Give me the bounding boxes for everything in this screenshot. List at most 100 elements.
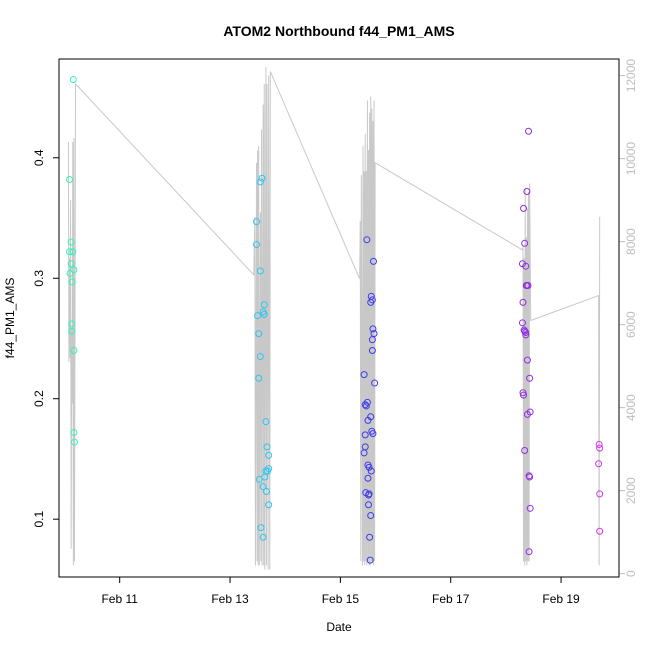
data-point xyxy=(524,281,532,289)
plot-frame xyxy=(58,58,620,578)
data-point xyxy=(526,473,534,481)
data-point xyxy=(596,490,604,498)
data-point xyxy=(263,443,271,451)
data-point xyxy=(518,319,526,327)
data-point xyxy=(364,474,372,482)
data-point xyxy=(259,533,267,541)
data-point xyxy=(522,328,530,336)
data-point xyxy=(70,428,78,436)
x-tick-label: Feb 19 xyxy=(542,592,580,606)
data-point xyxy=(361,431,369,439)
data-point xyxy=(70,266,78,274)
chart-title: ATOM2 Northbound f44_PM1_AMS xyxy=(223,23,454,39)
data-point xyxy=(519,298,527,306)
data-point xyxy=(363,236,371,244)
data-point xyxy=(65,248,73,256)
data-point xyxy=(360,371,368,379)
data-point xyxy=(255,374,263,382)
data-point xyxy=(523,356,531,364)
data-point xyxy=(595,460,603,468)
data-point xyxy=(256,267,264,275)
data-point xyxy=(253,241,261,249)
data-point xyxy=(67,238,75,246)
data-point xyxy=(361,401,369,409)
data-point xyxy=(523,188,531,196)
x-axis-label: Date xyxy=(326,620,352,634)
data-point xyxy=(370,330,378,338)
data-point xyxy=(255,330,263,338)
data-point xyxy=(369,325,377,333)
data-point xyxy=(69,248,77,256)
data-point xyxy=(369,430,377,438)
data-point xyxy=(265,501,273,509)
x-tick-label: Feb 17 xyxy=(432,592,470,606)
data-point xyxy=(69,75,77,83)
data-point xyxy=(66,269,74,277)
data-point xyxy=(526,374,534,382)
data-point xyxy=(365,490,373,498)
data-point xyxy=(596,444,604,452)
data-point xyxy=(520,391,528,399)
data-point xyxy=(366,556,374,564)
data-point xyxy=(68,320,76,328)
data-point xyxy=(525,127,533,135)
data-point xyxy=(65,175,73,183)
data-point xyxy=(522,331,530,339)
data-point xyxy=(521,447,529,455)
data-point xyxy=(253,218,261,226)
data-point xyxy=(260,310,268,318)
data-point xyxy=(257,524,265,532)
data-point xyxy=(70,438,78,446)
data-point xyxy=(369,257,377,265)
x-tick-label: Feb 13 xyxy=(211,592,249,606)
data-point xyxy=(526,504,534,512)
data-point xyxy=(363,398,371,406)
data-point xyxy=(361,443,369,451)
data-point xyxy=(521,239,529,247)
data-point xyxy=(259,483,267,491)
data-point xyxy=(596,527,604,535)
data-point xyxy=(367,292,375,300)
y2-tick-label: 0 xyxy=(624,570,638,577)
data-point xyxy=(595,440,603,448)
y2-tick-label: 12000 xyxy=(624,59,638,93)
data-point xyxy=(526,408,534,416)
data-point xyxy=(367,467,375,475)
data-point xyxy=(362,402,370,410)
data-point xyxy=(258,174,266,182)
y2-tick-label: 6000 xyxy=(624,311,638,338)
x-tick-label: Feb 11 xyxy=(101,592,138,606)
data-point xyxy=(368,347,376,355)
data-point xyxy=(262,418,270,426)
data-point xyxy=(265,451,273,459)
data-point xyxy=(260,301,268,309)
data-point xyxy=(256,353,264,361)
data-point xyxy=(366,533,374,541)
x-tick-label: Feb 15 xyxy=(322,592,360,606)
data-point xyxy=(520,204,528,212)
data-point xyxy=(525,548,533,556)
data-point xyxy=(367,413,375,421)
y2-tick-label: 8000 xyxy=(624,228,638,255)
y-tick-label: 0.1 xyxy=(32,511,46,528)
data-point xyxy=(67,260,75,268)
y-tick-label: 0.3 xyxy=(32,270,46,287)
data-point xyxy=(256,178,264,186)
data-point xyxy=(265,465,273,473)
points-layer xyxy=(65,75,604,564)
data-point xyxy=(68,278,76,286)
data-point xyxy=(522,262,530,270)
data-point xyxy=(367,512,375,520)
y2-tick-label: 4000 xyxy=(624,394,638,421)
data-point xyxy=(365,501,373,509)
data-point xyxy=(254,312,262,320)
y-axis-label: f44_PM1_AMS xyxy=(3,278,17,359)
data-point xyxy=(368,296,376,304)
y-tick-label: 0.4 xyxy=(32,149,46,166)
data-point xyxy=(68,327,76,335)
data-point xyxy=(70,347,78,355)
y2-tick-label: 10000 xyxy=(624,142,638,176)
data-point xyxy=(371,379,379,387)
y2-tick-label: 2000 xyxy=(624,477,638,504)
